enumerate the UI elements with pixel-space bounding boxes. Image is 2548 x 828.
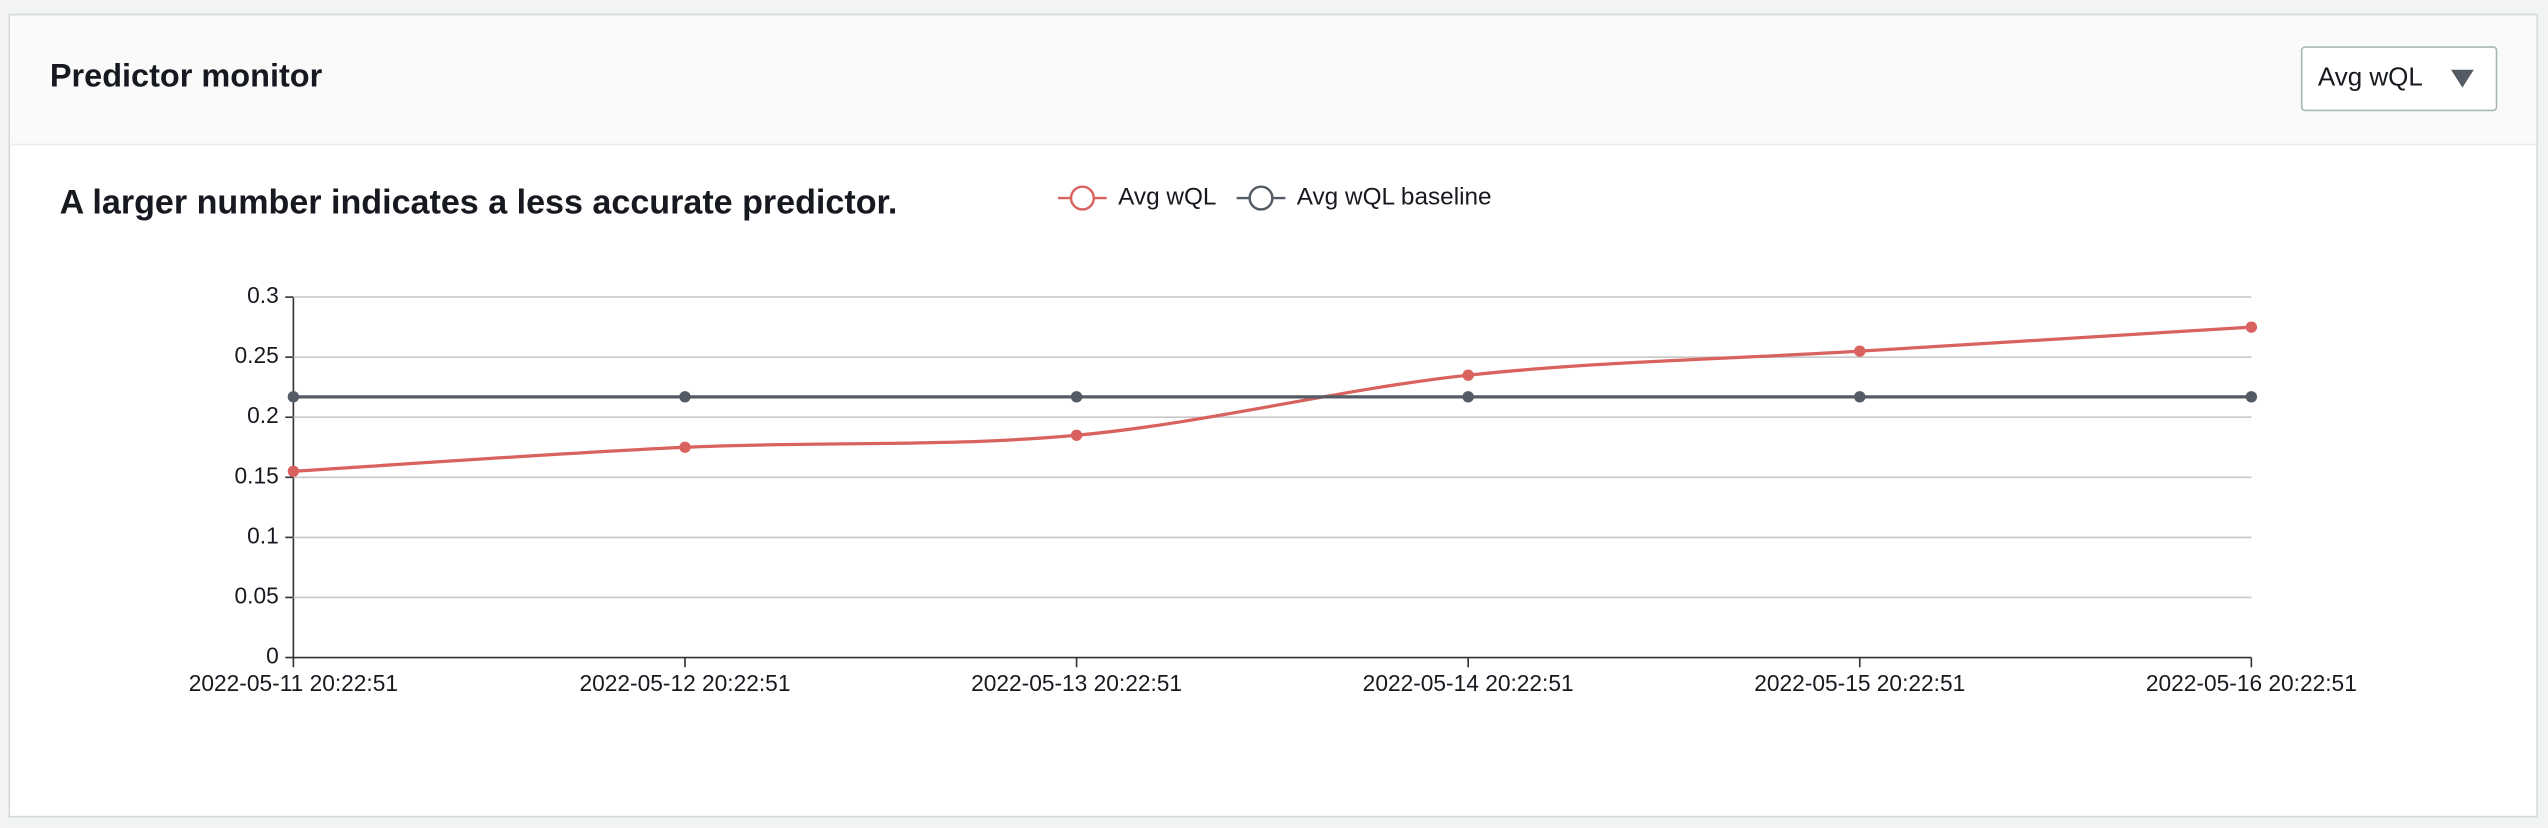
y-tick-label: 0.15 (235, 462, 279, 488)
x-tick-label: 2022-05-14 20:22:51 (1363, 670, 1574, 696)
y-tick-label: 0.05 (235, 582, 279, 608)
y-tick-label: 0 (266, 643, 279, 669)
point (2245, 321, 2258, 333)
point (1462, 369, 1474, 381)
point (1070, 429, 1083, 441)
point (679, 391, 691, 403)
y-tick-label: 0.25 (235, 342, 279, 368)
point (287, 465, 300, 477)
legend-marker (1248, 185, 1274, 211)
chart-title: A larger number indicates a less accurat… (60, 184, 898, 222)
point (1462, 391, 1474, 403)
dropdown-caret[interactable] (2451, 69, 2474, 88)
panel-header (10, 15, 2537, 144)
point (2245, 391, 2258, 403)
legend-label: Avg wQL (1118, 184, 1216, 211)
dropdown-label[interactable]: Avg wQL (2318, 62, 2423, 92)
y-tick-label: 0.1 (247, 522, 279, 548)
point (1070, 391, 1083, 403)
x-tick-label: 2022-05-11 20:22:51 (189, 670, 398, 696)
x-tick-label: 2022-05-15 20:22:51 (1754, 670, 1965, 696)
x-tick-label: 2022-05-12 20:22:51 (579, 670, 790, 696)
dropdown-box[interactable] (2300, 46, 2498, 112)
panel-title: Predictor monitor (50, 58, 323, 94)
legend-marker (1069, 185, 1096, 211)
point (1854, 391, 1866, 403)
x-tick-label: 2022-05-13 20:22:51 (971, 670, 1182, 696)
point (287, 391, 300, 403)
series-line (293, 325, 2252, 473)
x-tick-label: 2022-05-16 20:22:51 (2146, 670, 2357, 696)
panel (8, 13, 2538, 818)
y-tick-label: 0.2 (247, 402, 279, 428)
point (679, 441, 691, 453)
y-tick-label: 0.3 (247, 282, 279, 308)
legend-label: Avg wQL baseline (1297, 184, 1492, 211)
point (1854, 345, 1866, 357)
metric-dropdown[interactable]: Avg wQL (2300, 46, 2498, 112)
